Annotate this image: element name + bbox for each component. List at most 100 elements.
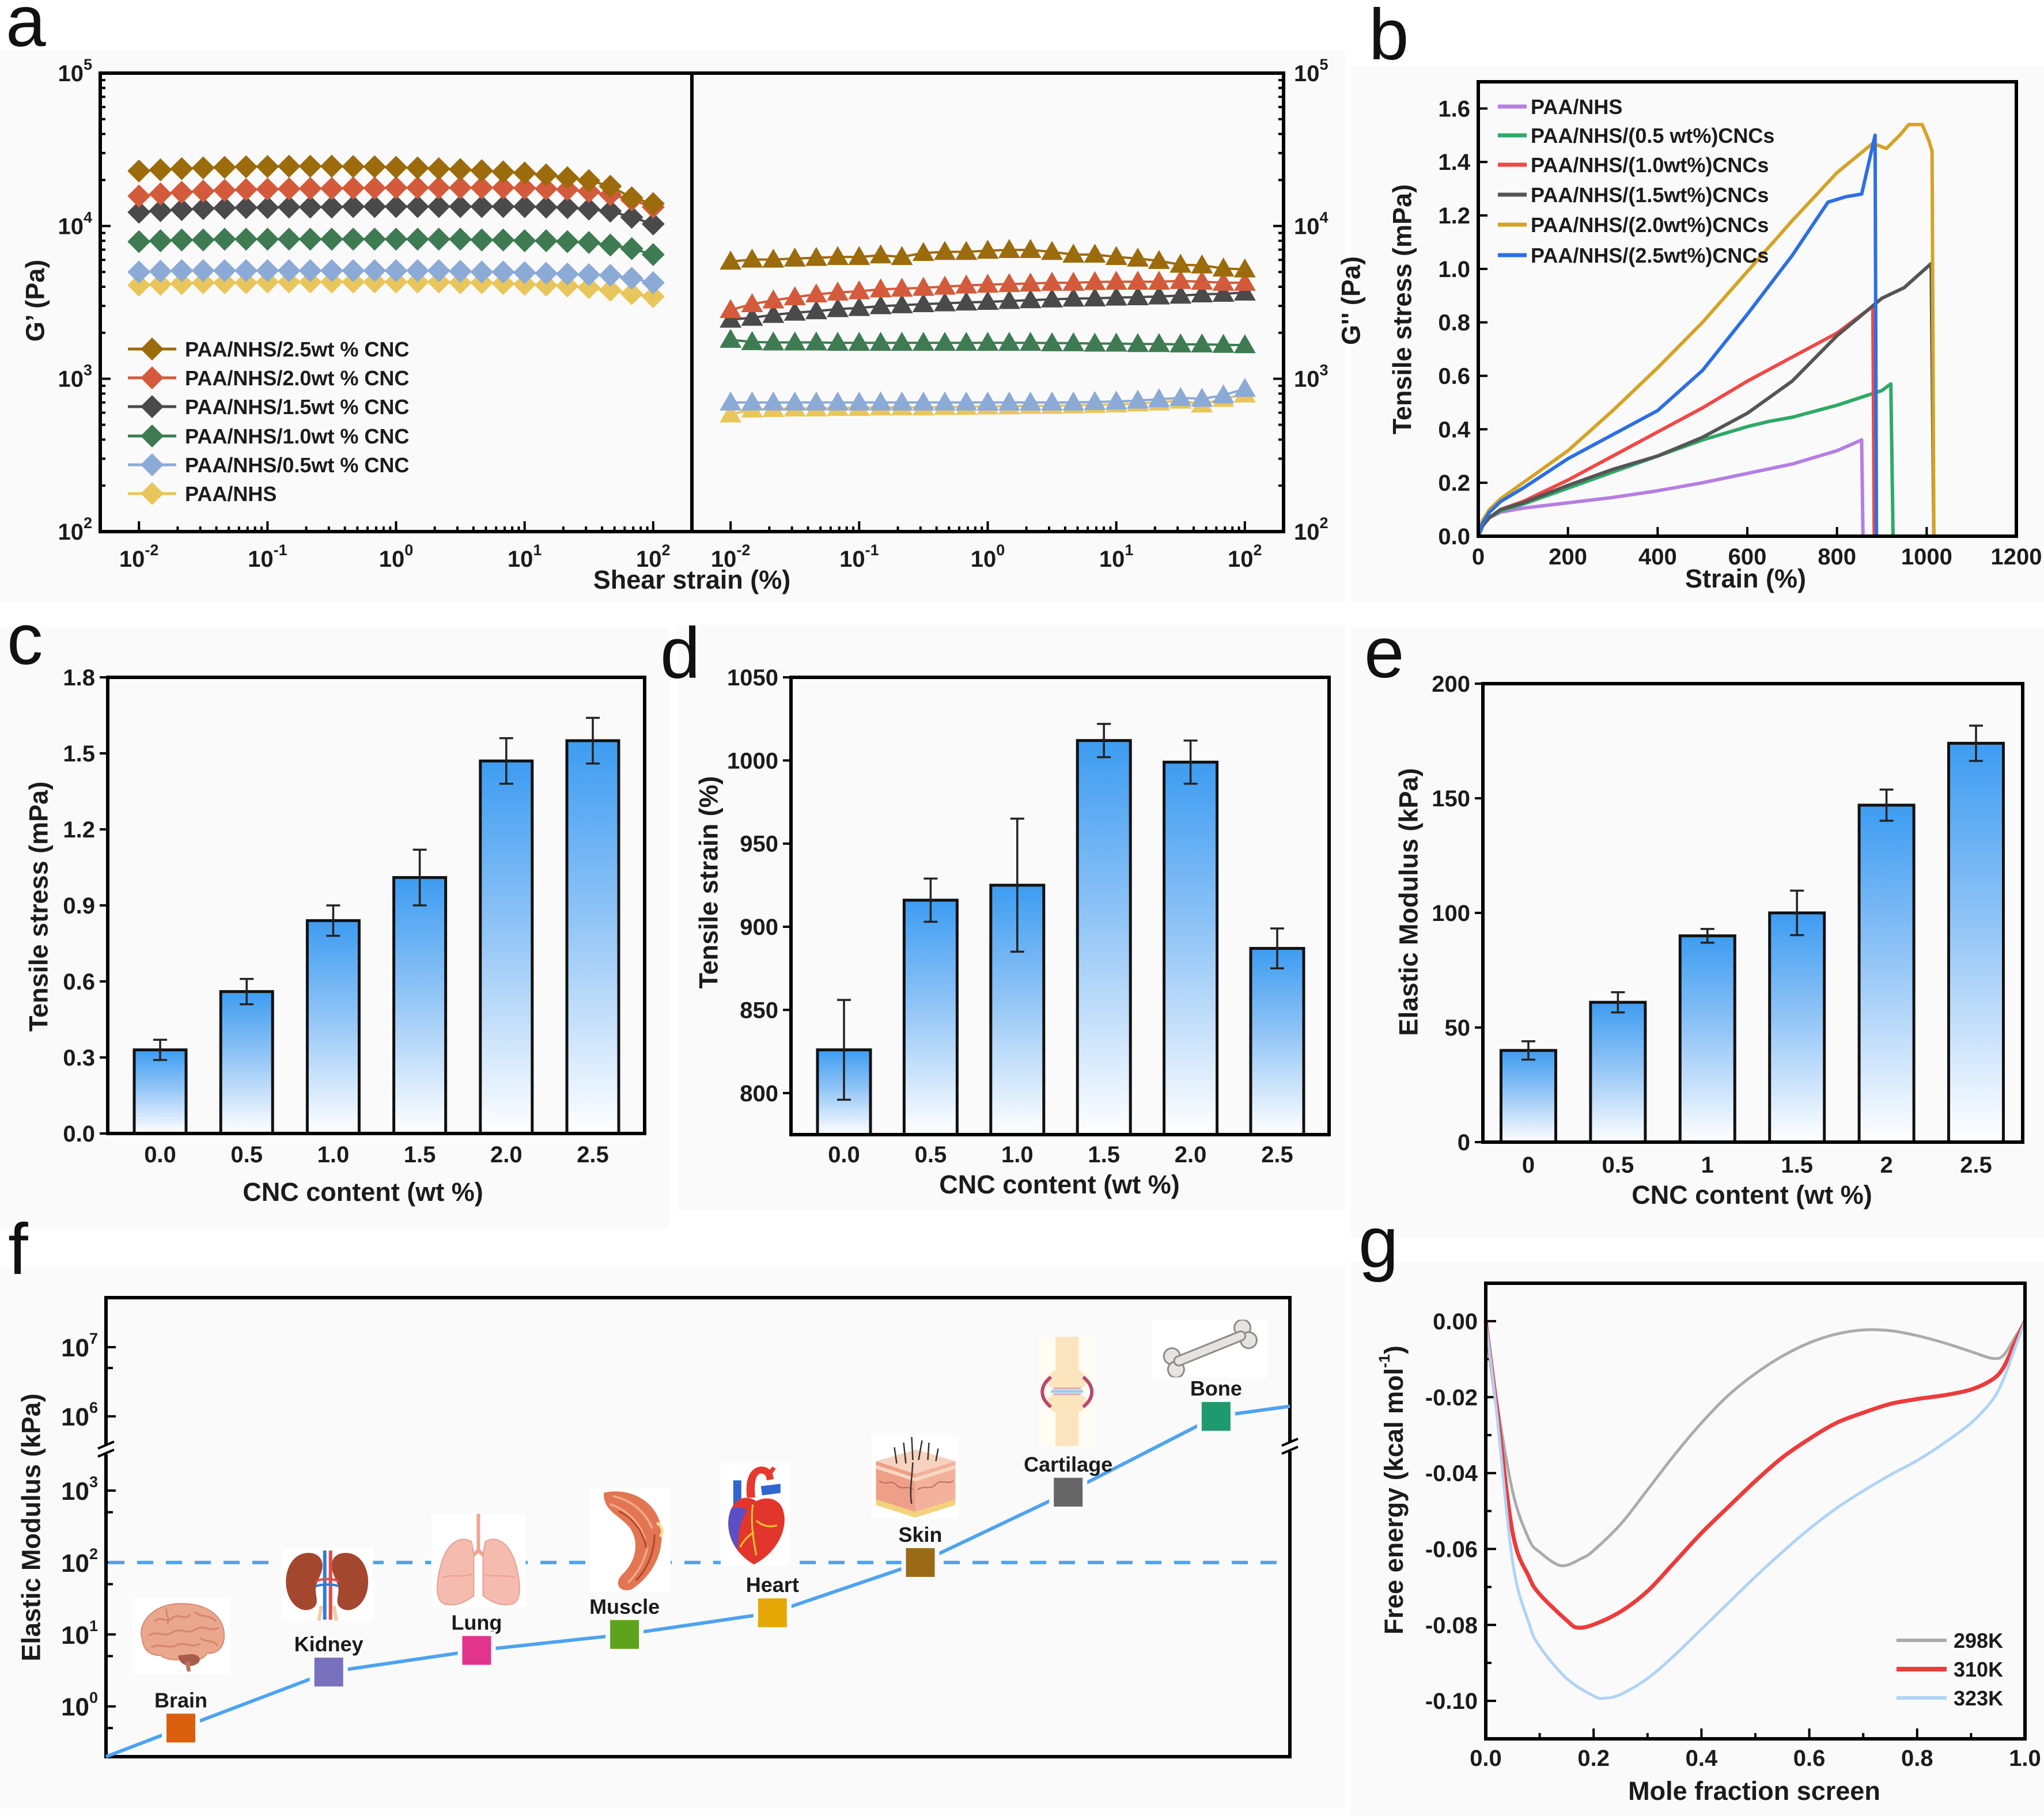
data-point (513, 195, 536, 218)
y-axis-title: Elastic Modulus (kPa) (17, 1393, 46, 1661)
panel-f-tissue-modulus-chart: 100101102103106107BrainKidneyLungMuscleH… (17, 1296, 1299, 1758)
data-point (976, 290, 999, 310)
x-axis-title: Mole fraction screen (1628, 1776, 1880, 1806)
error-bar (837, 999, 851, 1101)
tick-base: 10 (971, 547, 997, 572)
data-point (384, 228, 408, 251)
y-axis-title-right: G'' (Pa) (1337, 256, 1366, 345)
data-point (1126, 271, 1149, 290)
data-point (934, 391, 956, 411)
y-tick-label: 150 (1432, 786, 1470, 812)
legend-label: PAA/NHS/(1.5wt%)CNCs (1531, 183, 1769, 207)
data-point (912, 391, 934, 411)
tick-base: 10 (58, 214, 84, 239)
data-point (513, 261, 536, 285)
y-axis-title-left: G’ (Pa) (21, 260, 50, 342)
data-point (934, 292, 956, 312)
legend-label: PAA/NHS/(1.0wt%)CNCs (1531, 153, 1769, 177)
data-point (805, 283, 827, 303)
data-point (1169, 253, 1192, 273)
data-point (1212, 384, 1235, 404)
tick-base: 10 (1294, 520, 1320, 545)
data-point (534, 229, 558, 253)
data-point (1191, 333, 1213, 352)
tick-base: 10 (508, 547, 533, 572)
tick-exponent: 0 (996, 541, 1005, 559)
legend-label: 323K (1954, 1686, 2003, 1710)
bone-icon (1152, 1320, 1267, 1378)
plot-frame (106, 676, 646, 1135)
data-point (149, 158, 172, 181)
tick-exponent: 3 (89, 1473, 98, 1491)
data-point (1126, 286, 1149, 305)
tissue-label: Bone (1190, 1377, 1242, 1400)
y-tick-label: -0.06 (1425, 1537, 1478, 1562)
data-point (741, 391, 763, 411)
data-point (901, 1543, 940, 1582)
tick-exponent: 1 (1125, 541, 1133, 559)
error-bar (1611, 991, 1625, 1014)
legend-item: 323K (1897, 1686, 2003, 1710)
data-point (641, 285, 665, 308)
y-tick-label: 0.2 (1438, 471, 1470, 496)
data-point (783, 301, 806, 321)
data-point (805, 300, 827, 320)
data-point (363, 228, 387, 251)
x-tick-label: 0.6 (1793, 1746, 1826, 1771)
data-point (127, 200, 151, 224)
x-tick-label: 0.4 (1686, 1746, 1718, 1771)
data-point (127, 159, 151, 183)
y-tick-label: 1.2 (1438, 203, 1470, 229)
panel-label-b: b (1369, 0, 1409, 75)
y-tick-label: -0.08 (1425, 1613, 1478, 1638)
x-tick-label: 1.0 (1001, 1142, 1034, 1167)
data-point (191, 156, 215, 180)
data-point (891, 332, 913, 351)
data-point (577, 276, 601, 299)
data-point (298, 228, 322, 251)
data-point (363, 195, 387, 218)
data-point (470, 195, 494, 218)
data-point (1169, 270, 1192, 289)
data-point (605, 1615, 644, 1654)
y-tick-label-left: 102 (58, 514, 92, 545)
tick-base: 10 (61, 1477, 89, 1506)
data-point (127, 184, 151, 208)
y-axis-title: Free energy (kcal mol-1) (1376, 1345, 1409, 1635)
data-point (1019, 272, 1042, 292)
tissue-label: Heart (746, 1573, 799, 1597)
tick-base: 10 (119, 547, 145, 572)
data-point (869, 295, 892, 314)
data-point (555, 262, 579, 286)
error-bar (1270, 927, 1284, 970)
data-point (912, 293, 934, 313)
legend-item: PAA/NHS/(0.5 wt%)CNCs (1498, 124, 1774, 147)
data-point (449, 195, 472, 218)
x-tick-label: 2 (1880, 1152, 1892, 1178)
tick-exponent: 2 (662, 541, 671, 559)
tissue-label: Skin (898, 1523, 942, 1546)
data-point (191, 228, 215, 252)
data-point (934, 275, 956, 295)
data-point (955, 332, 978, 351)
data-point (342, 176, 365, 200)
y-tick-label: 50 (1445, 1015, 1471, 1041)
y-axis-title: Tensile strain (%) (694, 776, 724, 988)
y-tick-label-right: 104 (1294, 208, 1328, 239)
data-point (1062, 287, 1085, 307)
tick-exponent: 7 (89, 1330, 98, 1347)
panel-e-background (1351, 628, 2044, 1238)
x-axis-title: Strain (%) (1685, 564, 1806, 593)
data-point (976, 274, 999, 293)
data-point (213, 156, 236, 179)
x-tick-label: 200 (1549, 544, 1587, 570)
legend-item: PAA/NHS/(2.0wt%)CNCs (1498, 213, 1769, 237)
data-point (555, 166, 579, 189)
data-point (298, 177, 322, 200)
data-point (762, 248, 785, 268)
error-bar (1790, 889, 1804, 937)
tick-base: 10 (1294, 61, 1320, 86)
data-point (1169, 333, 1192, 352)
tick-exponent: 1 (89, 1617, 98, 1635)
data-point (912, 242, 934, 261)
